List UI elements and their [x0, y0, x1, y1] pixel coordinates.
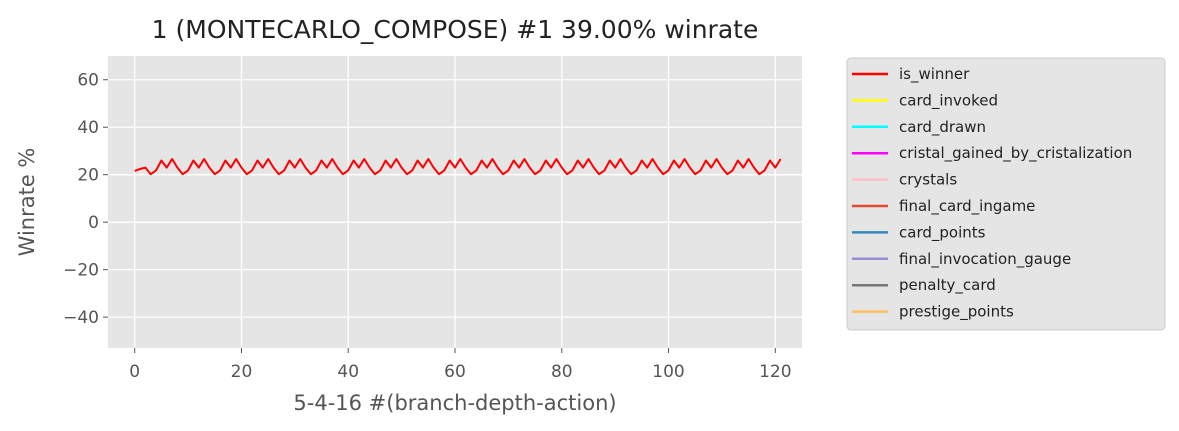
legend-label: prestige_points	[899, 303, 1014, 322]
legend-label: crystals	[899, 171, 957, 189]
y-tick-label: 0	[88, 213, 99, 233]
x-axis-label: 5-4-16 #(branch-depth-action)	[293, 391, 616, 415]
x-tick-label: 40	[337, 362, 359, 382]
legend-label: penalty_card	[899, 276, 996, 295]
legend-label: card_points	[899, 223, 986, 242]
x-tick-label: 0	[129, 362, 140, 382]
y-tick-label: 20	[77, 166, 99, 186]
legend-label: cristal_gained_by_cristalization	[899, 144, 1132, 163]
axis-ticks: 0 20 40 60 80 100 120 −40 −20 0 20 40 60	[63, 71, 791, 382]
y-tick-label: −40	[63, 308, 99, 328]
grid-lines	[108, 56, 802, 348]
y-tick-label: 60	[77, 71, 99, 91]
x-tick-label: 100	[652, 362, 684, 382]
legend: is_winner card_invoked card_drawn cristal_g…	[846, 57, 1166, 331]
series-lines	[134, 158, 782, 176]
y-axis-label: Winrate %	[15, 148, 39, 257]
chart-title: 1 (MONTECARLO_COMPOSE) #1 39.00% winrate	[152, 15, 759, 44]
y-tick-label: −20	[63, 261, 99, 281]
y-tick-label: 40	[77, 118, 99, 138]
x-tick-label: 120	[759, 362, 791, 382]
x-tick-label: 60	[444, 362, 466, 382]
x-tick-label: 80	[551, 362, 573, 382]
legend-label: card_invoked	[899, 91, 998, 110]
legend-label: is_winner	[899, 65, 970, 84]
x-tick-label: 20	[231, 362, 253, 382]
legend-label: final_card_ingame	[899, 197, 1035, 216]
legend-box	[846, 57, 1166, 331]
legend-label: card_drawn	[899, 118, 986, 137]
series-line-is-winner	[134, 158, 782, 176]
legend-label: final_invocation_gauge	[899, 250, 1071, 269]
